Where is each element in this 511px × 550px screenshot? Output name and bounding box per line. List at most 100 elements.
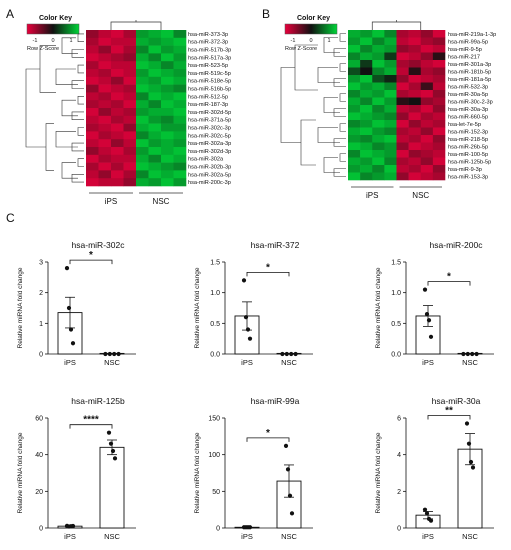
significance-bracket: [427, 415, 471, 420]
heatmap-cell: [348, 105, 361, 113]
heatmap-cell: [98, 178, 112, 187]
heatmap-cell: [123, 154, 137, 163]
heatmap-cell: [348, 157, 361, 166]
chart-title: hsa-miR-372: [251, 240, 300, 250]
heatmap-cell: [384, 97, 397, 106]
heatmap-cell: [86, 76, 99, 85]
heatmap-cell: [396, 135, 409, 143]
heatmap-cell: [360, 157, 373, 166]
heatmap-cell: [348, 142, 361, 151]
heatmap-cell: [123, 178, 137, 187]
heatmap-cell: [148, 92, 162, 101]
color-key-label: Row Z-Score: [285, 46, 317, 52]
heatmap-cell: [111, 61, 124, 70]
heatmap-cell: [396, 142, 409, 151]
heatmap-cell: [173, 123, 187, 132]
heatmap-cell: [372, 45, 385, 53]
heatmap-cell: [111, 76, 124, 85]
data-point: [428, 334, 434, 339]
data-point: [116, 351, 121, 357]
heatmap-cell: [420, 105, 434, 113]
heatmap-cell: [123, 37, 137, 46]
heatmap-cell: [123, 45, 137, 54]
heatmap-cell: [173, 147, 187, 156]
heatmap-cell: [432, 60, 446, 68]
heatmap-cell: [173, 92, 187, 101]
heatmap-cell: [348, 150, 361, 158]
heatmap-cell: [111, 170, 124, 179]
heatmap-cell: [432, 45, 446, 53]
heatmap-cell: [396, 97, 409, 106]
heatmap-cell: [396, 60, 409, 68]
heatmap-cell: [420, 142, 434, 151]
bar-chart-hsa-mir-200c: hsa-miR-200c Relative miRNA fold change 0.…: [375, 240, 494, 367]
heatmap-cell: [86, 92, 99, 101]
heatmap-cell: [86, 178, 99, 187]
heatmap-cell: [136, 69, 149, 78]
heatmap-cell: [384, 142, 397, 151]
heatmap-cell: [161, 92, 174, 101]
heatmap-cell: [360, 30, 373, 38]
color-key-tick: 0: [51, 38, 54, 44]
heatmap-cell: [348, 75, 361, 83]
heatmap-cell: [148, 69, 162, 78]
heatmap-cell: [161, 115, 174, 124]
heatmap-cell: [408, 37, 422, 46]
heatmap-cell: [86, 37, 99, 46]
heatmap-cell: [372, 112, 385, 121]
bar-nsc: [99, 446, 125, 529]
row-dendrogram: [25, 33, 84, 183]
heatmap-cell: [123, 139, 137, 148]
x-tick-label: iPS: [64, 532, 76, 541]
heatmap-cell: [360, 150, 373, 158]
color-key-bar: [26, 23, 80, 35]
heatmap-cell: [360, 97, 373, 106]
heatmap-cell: [98, 76, 112, 85]
heatmap-cell: [86, 139, 99, 148]
heatmap-cell: [148, 131, 162, 140]
heatmap-cell: [384, 37, 397, 46]
heatmap-cell: [408, 172, 422, 181]
heatmap-cell: [86, 30, 99, 39]
y-tick-label: 0.5: [210, 321, 220, 328]
heatmap-cell: [432, 105, 446, 113]
heatmap-cell: [123, 84, 137, 93]
heatmap-row-label: hsa-let-7e-5p: [448, 122, 481, 128]
y-tick-label: 4: [397, 452, 401, 459]
heatmap-cell: [123, 92, 137, 101]
y-tick-label: 3: [39, 260, 43, 267]
heatmap-cell: [348, 127, 361, 136]
data-point: [289, 511, 295, 516]
heatmap-cell: [372, 75, 385, 83]
heatmap-cell: [111, 147, 124, 156]
y-tick-label: 0.0: [391, 352, 401, 359]
heatmap-cell: [420, 97, 434, 106]
chart-title: hsa-miR-302c: [72, 240, 126, 250]
heatmap-cell: [432, 112, 446, 121]
heatmap-cell: [111, 100, 124, 109]
heatmap-row-label: hsa-miR-181a-5p: [448, 77, 491, 83]
y-tick-label: 0: [39, 352, 43, 359]
heatmap-cell: [123, 170, 137, 179]
x-tick-label: NSC: [281, 532, 297, 541]
heatmap-cell: [123, 30, 137, 39]
x-tick-label: iPS: [64, 358, 76, 367]
heatmap-cell: [420, 172, 434, 181]
heatmap-cell: [161, 123, 174, 132]
data-point: [245, 327, 251, 332]
color-key-title: Color Key: [39, 15, 72, 22]
heatmap-cell: [372, 127, 385, 136]
heatmap-cell: [408, 165, 422, 173]
data-point: [110, 448, 116, 454]
heatmap-row-label: hsa-miR-301a-3p: [448, 62, 491, 68]
y-tick-label: 60: [35, 416, 43, 423]
heatmap-cell: [432, 90, 446, 98]
heatmap-cell: [384, 45, 397, 53]
heatmap-cell: [161, 131, 174, 140]
heatmap-cell: [408, 90, 422, 98]
heatmap-cell: [384, 30, 397, 38]
heatmap-cell: [111, 123, 124, 132]
heatmap-cell: [136, 76, 149, 85]
y-tick-label: 6: [397, 416, 401, 423]
heatmap-cell: [173, 61, 187, 70]
